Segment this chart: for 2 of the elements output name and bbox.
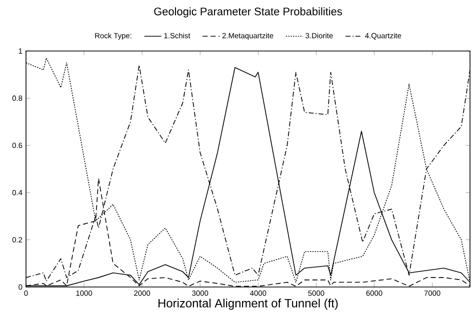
chart-title: Geologic Parameter State Probabilities xyxy=(154,7,342,18)
x-axis-title: Horizontal Alignment of Tunnel (ft) xyxy=(158,298,338,310)
